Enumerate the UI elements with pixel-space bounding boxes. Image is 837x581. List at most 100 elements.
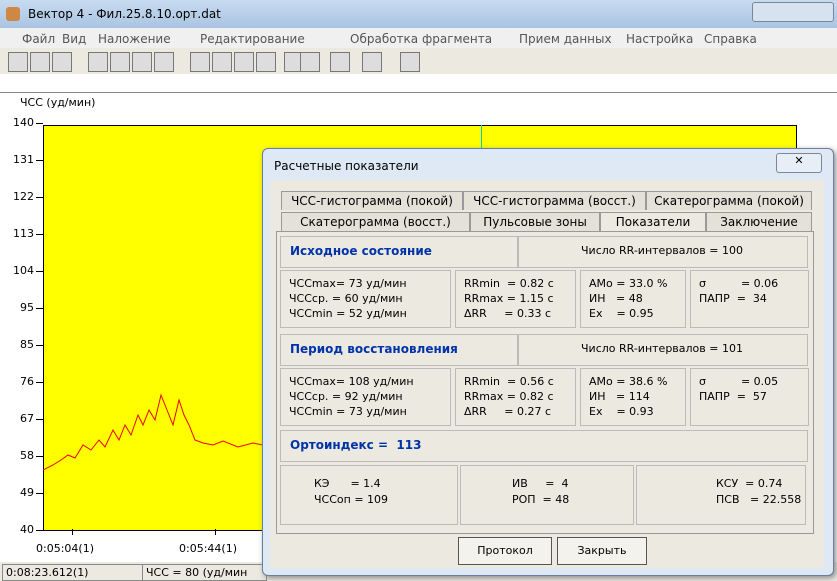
y-tick bbox=[36, 234, 43, 235]
stats-line: Ex = 0.93 bbox=[589, 405, 654, 418]
stats-cell bbox=[455, 368, 576, 426]
summary-line: ЧССоп = 109 bbox=[314, 493, 389, 506]
menu-item[interactable]: Настройка bbox=[626, 32, 694, 46]
y-tick bbox=[36, 382, 43, 383]
summary-line: КСУ = 0.74 bbox=[716, 477, 783, 490]
menu-item[interactable]: Справка bbox=[704, 32, 757, 46]
rr-count: Число RR-интервалов = 101 bbox=[581, 342, 743, 355]
y-axis-label: ЧСС (уд/мин) bbox=[20, 96, 96, 109]
stats-line: ИН = 48 bbox=[589, 292, 643, 305]
toolbar-button[interactable] bbox=[88, 52, 108, 72]
y-tick-label: 67 bbox=[20, 412, 34, 425]
menu-item[interactable]: Редактирование bbox=[200, 32, 305, 46]
tab[interactable]: ЧСС-гистограмма (покой) bbox=[281, 191, 463, 210]
header-cell bbox=[280, 236, 518, 268]
button[interactable]: Протокол bbox=[458, 537, 552, 565]
stats-cell bbox=[580, 270, 686, 328]
dialog-title: Расчетные показатели bbox=[274, 159, 419, 173]
menu-item[interactable]: Вид bbox=[62, 32, 87, 46]
y-tick bbox=[36, 345, 43, 346]
stats-cell bbox=[580, 368, 686, 426]
status-field: ЧСС = 80 (уд/мин bbox=[142, 564, 267, 581]
app-icon bbox=[6, 7, 20, 21]
y-tick-label: 113 bbox=[13, 227, 34, 240]
tab[interactable]: ЧСС-гистограмма (восст.) bbox=[463, 191, 646, 210]
window-title: Вектор 4 - Фил.25.8.10.орт.dat bbox=[28, 7, 221, 21]
toolbar-button[interactable] bbox=[300, 52, 320, 72]
y-tick-label: 85 bbox=[20, 338, 34, 351]
heart-rate-line bbox=[43, 393, 264, 471]
y-tick-label: 140 bbox=[13, 116, 34, 129]
toolbar-button[interactable] bbox=[8, 52, 28, 72]
stats-line: ЧССmin = 73 уд/мин bbox=[289, 405, 407, 418]
toolbar-button[interactable] bbox=[190, 52, 210, 72]
menu-item[interactable]: Файл bbox=[22, 32, 56, 46]
tab[interactable]: Скатерограмма (восст.) bbox=[281, 212, 470, 231]
dialog-close[interactable]: ✕ bbox=[776, 153, 822, 173]
stats-line: ЧССmax= 108 уд/мин bbox=[289, 375, 414, 388]
y-tick-label: 122 bbox=[13, 190, 34, 203]
toolbar-button[interactable] bbox=[330, 52, 350, 72]
y-tick bbox=[36, 456, 43, 457]
window-controls[interactable] bbox=[752, 2, 834, 22]
stats-line: σ = 0.05 bbox=[699, 375, 779, 388]
stats-line: ΔRR = 0.27 с bbox=[464, 405, 552, 418]
orthoindex: Ортоиндекс = 113 bbox=[290, 438, 422, 452]
toolbar-button[interactable] bbox=[154, 52, 174, 72]
x-tick-label: 0:05:04(1) bbox=[36, 542, 94, 555]
toolbar-button[interactable] bbox=[256, 52, 276, 72]
toolbar-button[interactable] bbox=[212, 52, 232, 72]
menu-item[interactable]: Обработка фрагмента bbox=[350, 32, 493, 46]
header-cell bbox=[280, 334, 518, 366]
y-tick bbox=[36, 123, 43, 124]
rr-count: Число RR-интервалов = 100 bbox=[581, 244, 743, 257]
stats-line: AMo = 33.0 % bbox=[589, 277, 668, 290]
summary-cell bbox=[636, 465, 806, 525]
stats-line: ПАПР = 57 bbox=[699, 390, 767, 403]
tab[interactable]: Показатели bbox=[600, 212, 706, 231]
y-tick-label: 40 bbox=[20, 523, 34, 536]
menu-item[interactable]: Прием данных bbox=[519, 32, 612, 46]
stats-line: ИН = 114 bbox=[589, 390, 650, 403]
tab[interactable]: Скатерограмма (покой) bbox=[646, 191, 812, 210]
orthoindex-cell bbox=[280, 430, 808, 462]
stats-line: RRmax = 0.82 с bbox=[464, 390, 554, 403]
y-tick-label: 58 bbox=[20, 449, 34, 462]
cursor-line bbox=[481, 125, 482, 155]
y-tick bbox=[36, 197, 43, 198]
rr-count-cell bbox=[518, 236, 808, 268]
summary-line: ПСВ = 22.558 bbox=[716, 493, 802, 506]
stats-line: ЧССmax= 73 уд/мин bbox=[289, 277, 407, 290]
tab[interactable]: Пульсовые зоны bbox=[470, 212, 600, 231]
stats-line: ΔRR = 0.33 с bbox=[464, 307, 552, 320]
stats-line: AMo = 38.6 % bbox=[589, 375, 668, 388]
y-tick bbox=[36, 419, 43, 420]
stats-line: ПАПР = 34 bbox=[699, 292, 767, 305]
stats-cell bbox=[280, 270, 451, 328]
stats-line: ЧССср. = 92 уд/мин bbox=[289, 390, 403, 403]
summary-line: ИВ = 4 bbox=[512, 477, 569, 490]
y-tick-label: 104 bbox=[13, 264, 34, 277]
summary-cell bbox=[460, 465, 634, 525]
tab[interactable]: Заключение bbox=[706, 212, 812, 231]
tab-panel bbox=[276, 231, 814, 534]
summary-line: РОП = 48 bbox=[512, 493, 570, 506]
y-tick-label: 49 bbox=[20, 486, 34, 499]
section-heading: Период восстановления bbox=[290, 342, 458, 356]
stats-cell bbox=[690, 368, 809, 426]
stats-line: RRmin = 0.82 с bbox=[464, 277, 554, 290]
toolbar-button[interactable] bbox=[234, 52, 254, 72]
toolbar-button[interactable] bbox=[30, 52, 50, 72]
toolbar-button[interactable] bbox=[400, 52, 420, 72]
toolbar-button[interactable] bbox=[110, 52, 130, 72]
y-tick bbox=[36, 493, 43, 494]
button[interactable]: Закрыть bbox=[557, 537, 647, 565]
x-tick bbox=[72, 529, 73, 535]
menu-item[interactable]: Наложение bbox=[98, 32, 171, 46]
toolbar-button[interactable] bbox=[132, 52, 152, 72]
toolbar-button[interactable] bbox=[362, 52, 382, 72]
status-field: 0:08:23.612(1) bbox=[2, 564, 143, 581]
menu-bar bbox=[0, 28, 837, 48]
toolbar-button[interactable] bbox=[52, 52, 72, 72]
